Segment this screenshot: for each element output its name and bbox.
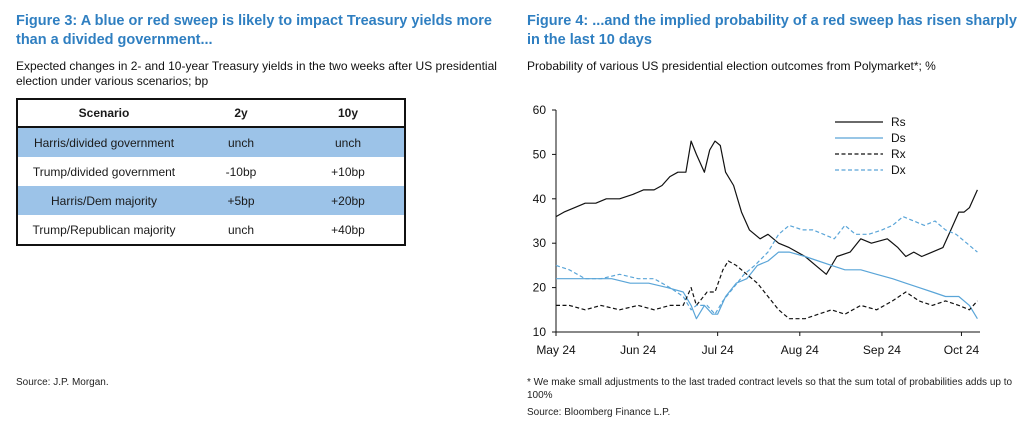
table-row: Harris/divided government unch unch	[17, 127, 405, 157]
table-cell: Trump/Republican majority	[32, 222, 176, 237]
table-cell: +40bp	[331, 222, 365, 237]
x-tick-label: Oct 24	[944, 343, 980, 357]
y-tick-label: 30	[533, 236, 547, 250]
x-tick-label: Sep 24	[863, 343, 901, 357]
y-tick-label: 10	[533, 325, 547, 339]
table-row: Trump/Republican majority unch +40bp	[17, 215, 405, 245]
legend-label-dx: Dx	[891, 163, 906, 177]
table-cell: +10bp	[331, 164, 365, 179]
figure4-title: Figure 4: ...and the implied probability…	[527, 13, 1017, 48]
table-cell: unch	[190, 127, 292, 157]
table-cell: +20bp	[292, 186, 405, 215]
series-line-rx	[556, 260, 978, 320]
table-header-cell: 2y	[190, 99, 292, 128]
figure4-source: Source: Bloomberg Finance L.P.	[527, 407, 671, 418]
table-row: Trump/divided government -10bp +10bp	[17, 157, 405, 186]
series-line-dx	[555, 216, 978, 315]
series-line-rs	[555, 140, 978, 275]
table-header-cell: Scenario	[17, 99, 190, 128]
table-cell: Harris/Dem majority	[17, 186, 190, 215]
legend-label-rx: Rx	[891, 147, 906, 161]
y-tick-label: 60	[533, 103, 547, 117]
table-cell: -10bp	[225, 164, 257, 179]
table-cell: Harris/divided government	[17, 127, 190, 157]
legend-label-ds: Ds	[891, 131, 906, 145]
table-cell: unch	[292, 127, 405, 157]
x-tick-label: Jun 24	[620, 343, 656, 357]
figure3-subtitle: Expected changes in 2- and 10-year Treas…	[16, 59, 497, 88]
table-cell: unch	[227, 222, 255, 237]
figure4-subtitle: Probability of various US presidential e…	[527, 59, 936, 73]
figure3-title: Figure 3: A blue or red sweep is likely …	[16, 13, 492, 48]
figure3-source: Source: J.P. Morgan.	[16, 377, 109, 388]
figure4-footnote: * We make small adjustments to the last …	[527, 377, 1013, 401]
table-header-row: Scenario 2y 10y	[17, 99, 405, 128]
scenario-table: Scenario 2y 10y Harris/divided governmen…	[16, 98, 406, 246]
table-cell: +5bp	[190, 186, 292, 215]
x-tick-label: May 24	[536, 343, 576, 357]
legend-label-rs: Rs	[891, 115, 906, 129]
y-tick-label: 50	[533, 147, 547, 161]
table-row: Harris/Dem majority +5bp +20bp	[17, 186, 405, 215]
x-tick-label: Aug 24	[781, 343, 819, 357]
table-cell: Trump/divided government	[32, 164, 176, 179]
y-tick-label: 40	[533, 192, 547, 206]
polymarket-line-chart: 10 20 30 40 50 60 May 24 Jun 24 Jul 24 Aug 24 Sep …	[533, 103, 980, 357]
table-header-cell: 10y	[292, 99, 405, 128]
series-line-ds	[556, 251, 978, 320]
y-tick-label: 20	[533, 281, 547, 295]
x-tick-label: Jul 24	[702, 343, 734, 357]
